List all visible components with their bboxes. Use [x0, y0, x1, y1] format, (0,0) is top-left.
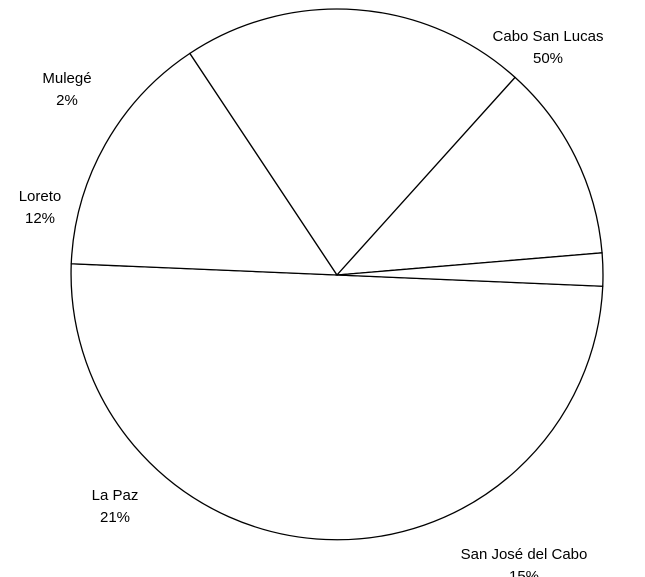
- slice-label-cabo-san-lucas: Cabo San Lucas: [493, 28, 604, 45]
- slice-value-label-cabo-san-lucas: 50%: [533, 50, 563, 67]
- slice-value-label-muleg-: 2%: [56, 92, 78, 109]
- slice-label-san-jos-del-cabo: San José del Cabo: [461, 546, 588, 563]
- slice-label-la-paz: La Paz: [92, 487, 139, 504]
- slice-value-label-la-paz: 21%: [100, 509, 130, 526]
- slice-value-label-loreto: 12%: [25, 210, 55, 227]
- pie-slice-san-jos-del-cabo: [70, 52, 339, 276]
- pie-slice-muleg-: [336, 252, 604, 287]
- slice-label-loreto: Loreto: [19, 188, 62, 205]
- slice-label-muleg-: Mulegé: [42, 70, 91, 87]
- pie-slice-cabo-san-lucas: [70, 263, 604, 541]
- pie-slice-loreto: [335, 76, 603, 276]
- pie-slice-la-paz: [188, 8, 516, 277]
- slice-value-label-san-jos-del-cabo: 15%: [509, 568, 539, 577]
